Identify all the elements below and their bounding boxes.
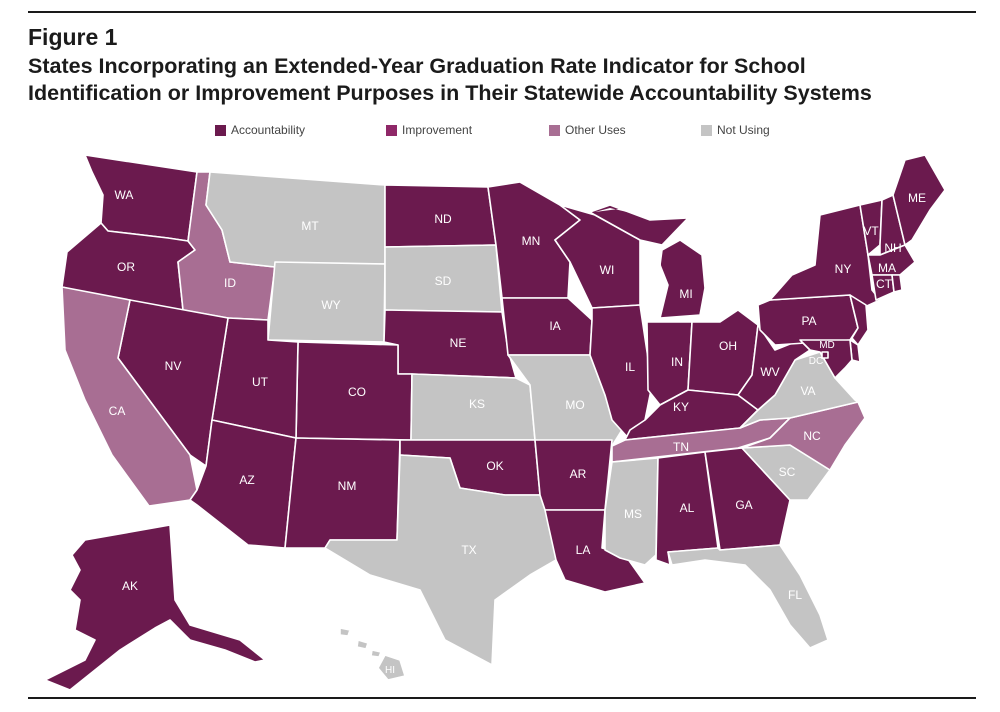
figure-label: Figure 1 (28, 24, 118, 50)
label-nv: NV (165, 359, 182, 373)
lake-michigan (640, 245, 662, 322)
bottom-rule (28, 697, 976, 699)
state-nc[interactable] (741, 401, 866, 471)
state-ia[interactable] (501, 297, 593, 356)
label-hi: HI (385, 665, 395, 676)
label-me: ME (908, 191, 926, 205)
state-hi[interactable] (377, 654, 406, 681)
state-hi-islands[interactable] (339, 627, 382, 658)
label-ks: KS (469, 397, 485, 411)
legend-swatch-improvement (386, 124, 397, 136)
label-dc: DC (809, 356, 823, 367)
label-tx: TX (461, 543, 476, 557)
state-ak[interactable] (44, 524, 266, 691)
label-ak: AK (122, 579, 138, 593)
label-ga: GA (735, 498, 752, 512)
label-mn: MN (522, 234, 541, 248)
label-tn: TN (673, 440, 689, 454)
label-ky: KY (673, 400, 689, 414)
state-ga[interactable] (704, 447, 791, 551)
state-mt[interactable] (205, 171, 386, 268)
label-ar: AR (570, 467, 587, 481)
legend-item-other-uses: Other Uses (549, 123, 626, 137)
legend-label-not-using: Not Using (717, 123, 770, 137)
label-id: ID (224, 276, 236, 290)
label-nh: NH (884, 241, 901, 255)
us-states-map: WA OR ID MT WY ND SD NE MN IA WI MI IL I… (44, 154, 946, 691)
legend-label-other-uses: Other Uses (565, 123, 626, 137)
label-la: LA (576, 543, 591, 557)
lake-superior (595, 205, 650, 215)
label-ca: CA (109, 404, 126, 418)
label-mi: MI (679, 287, 692, 301)
label-al: AL (680, 501, 695, 515)
label-ri: RI (905, 285, 917, 299)
label-oh: OH (719, 339, 737, 353)
label-nc: NC (803, 429, 821, 443)
state-il[interactable] (589, 304, 653, 441)
legend-item-accountability: Accountability (215, 123, 305, 137)
state-me[interactable] (892, 154, 946, 246)
label-ne: NE (450, 336, 467, 350)
label-fl: FL (788, 588, 802, 602)
label-il: IL (625, 360, 635, 374)
legend-swatch-other-uses (549, 124, 560, 136)
label-co: CO (348, 385, 366, 399)
label-mo: MO (565, 398, 584, 412)
legend-item-improvement: Improvement (386, 123, 472, 137)
label-wv: WV (760, 365, 779, 379)
label-mt: MT (301, 219, 319, 233)
label-ok: OK (486, 459, 503, 473)
label-va: VA (800, 384, 815, 398)
label-wy: WY (321, 298, 340, 312)
label-nm: NM (338, 479, 357, 493)
state-la[interactable] (544, 509, 646, 593)
state-mi-upper[interactable] (589, 204, 689, 246)
figure-title-line-2: Identification or Improvement Purposes i… (28, 81, 872, 105)
state-mi[interactable] (659, 239, 706, 319)
legend-swatch-accountability (215, 124, 226, 136)
state-md[interactable] (799, 339, 853, 379)
label-pa: PA (801, 314, 816, 328)
label-ct: CT (876, 277, 893, 291)
label-nd: ND (434, 212, 452, 226)
label-ms: MS (624, 507, 642, 521)
state-fl[interactable] (667, 544, 829, 649)
label-wi: WI (600, 263, 615, 277)
label-ia: IA (549, 319, 560, 333)
label-ma: MA (878, 261, 896, 275)
state-tx[interactable] (324, 454, 557, 666)
figure-title-line-1: States Incorporating an Extended-Year Gr… (28, 54, 806, 78)
label-in: IN (671, 355, 683, 369)
state-nm[interactable] (284, 437, 401, 549)
label-sd: SD (435, 274, 452, 288)
label-vt: VT (863, 224, 879, 238)
label-ny: NY (835, 262, 852, 276)
legend-label-improvement: Improvement (402, 123, 473, 137)
legend: Accountability Improvement Other Uses No… (0, 123, 1000, 141)
top-rule (28, 11, 976, 13)
label-sc: SC (779, 465, 796, 479)
label-md: MD (819, 340, 835, 351)
label-wa: WA (115, 188, 134, 202)
label-or: OR (117, 260, 135, 274)
legend-item-not-using: Not Using (701, 123, 770, 137)
label-de: DE (861, 347, 878, 361)
state-labels: WA OR ID MT WY ND SD NE MN IA WI MI IL I… (109, 188, 926, 676)
label-az: AZ (239, 473, 254, 487)
legend-label-accountability: Accountability (231, 123, 306, 137)
label-ut: UT (252, 375, 269, 389)
state-ri[interactable] (891, 274, 903, 293)
label-nj: NJ (870, 319, 885, 333)
state-dc[interactable] (821, 351, 829, 359)
figure-title: States Incorporating an Extended-Year Gr… (28, 53, 978, 107)
legend-swatch-not-using (701, 124, 712, 136)
